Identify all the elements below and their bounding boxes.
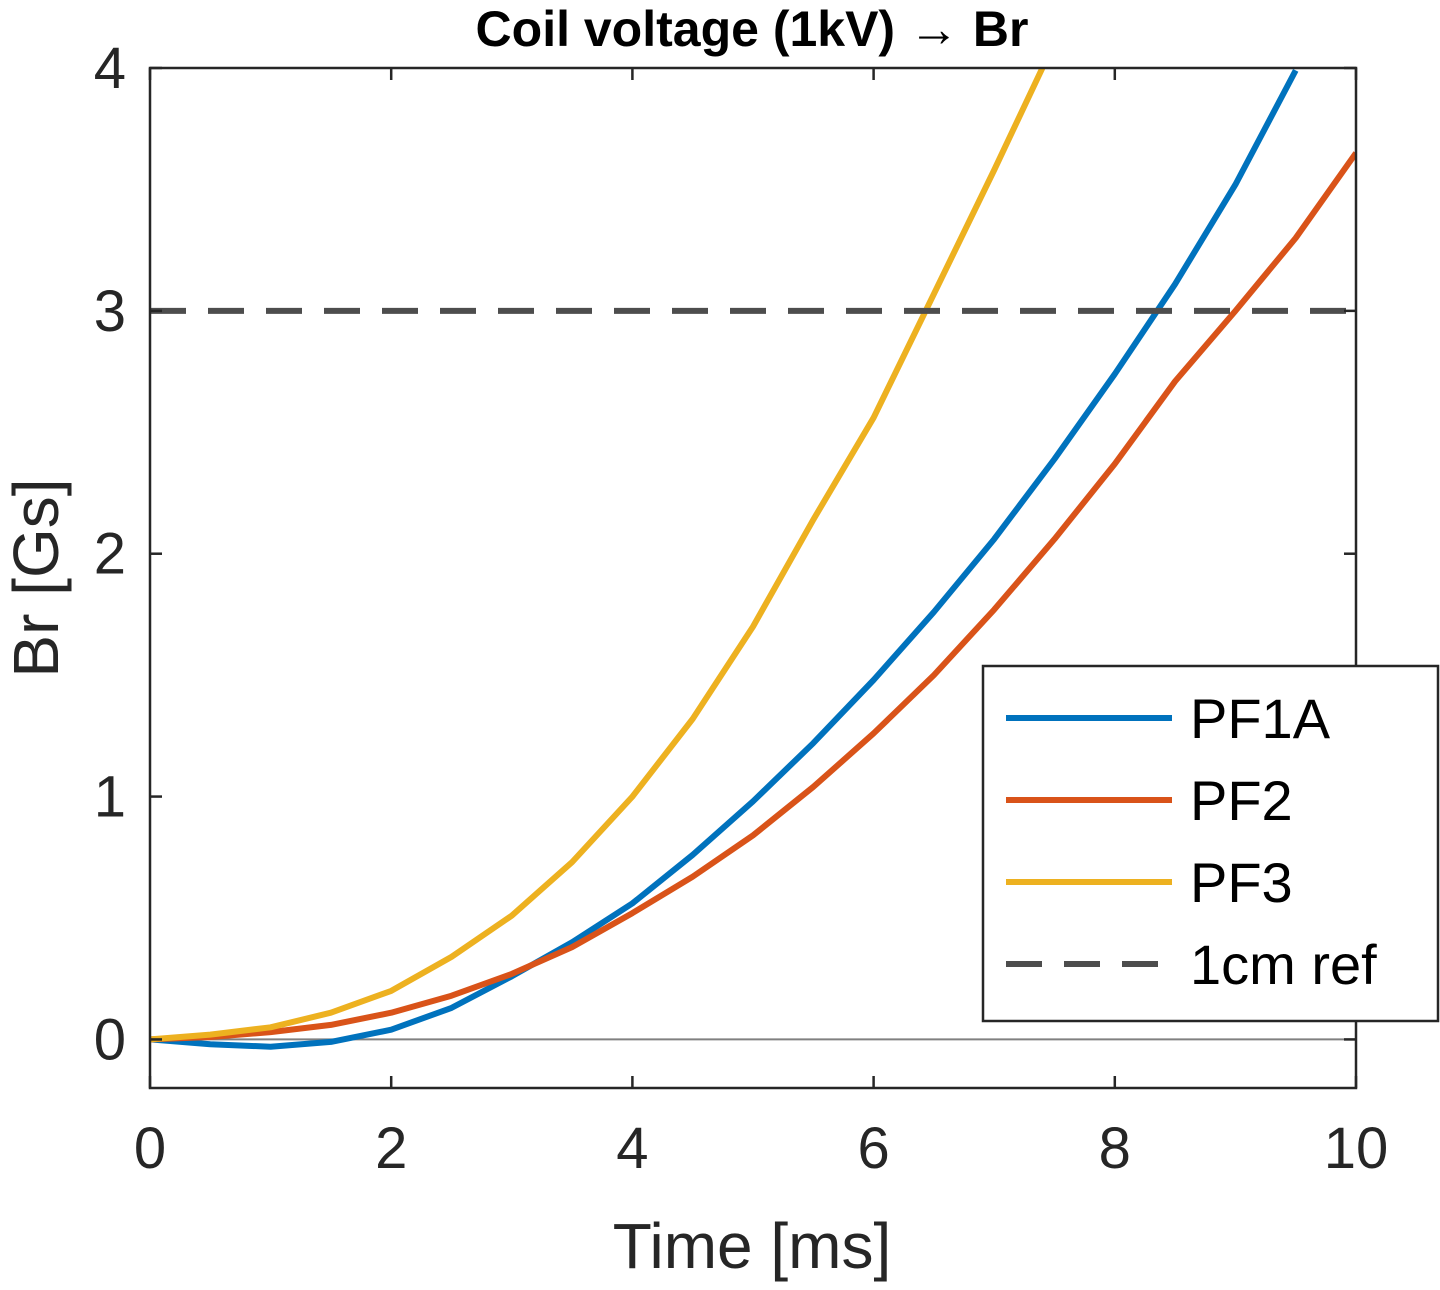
series-line-pf1a bbox=[150, 68, 1299, 1050]
chart-title: Coil voltage (1kV) → Br bbox=[476, 1, 1029, 57]
series-group bbox=[150, 68, 1356, 1050]
series-line-pf2 bbox=[150, 151, 1356, 1043]
legend-box bbox=[981, 664, 1440, 1023]
y-axis-ticks: 0 1 2 3 4 bbox=[94, 36, 1356, 1072]
legend-label: PF3 bbox=[1190, 851, 1293, 914]
y-axis-title: Br [Gs] bbox=[0, 478, 72, 677]
y-tick-label: 1 bbox=[94, 765, 126, 830]
legend-entries: PF1A PF2 PF3 1cm ref bbox=[1006, 687, 1377, 996]
legend-label: PF2 bbox=[1190, 769, 1293, 832]
legend: PF1A PF2 PF3 1cm ref bbox=[981, 664, 1440, 1023]
legend-label: 1cm ref bbox=[1190, 933, 1377, 996]
y-tick-label: 2 bbox=[94, 522, 126, 587]
x-tick-label: 0 bbox=[134, 1116, 166, 1181]
legend-label: PF1A bbox=[1190, 687, 1331, 750]
y-tick-label: 4 bbox=[94, 36, 126, 101]
x-tick-label: 6 bbox=[857, 1116, 889, 1181]
y-tick-label: 3 bbox=[94, 279, 126, 344]
series-line-pf3 bbox=[150, 68, 1046, 1043]
x-axis-ticks: 0 2 4 6 8 10 bbox=[134, 68, 1388, 1181]
y-tick-label: 0 bbox=[94, 1007, 126, 1072]
x-axis-title: Time [ms] bbox=[613, 1210, 892, 1282]
x-tick-label: 4 bbox=[616, 1116, 648, 1181]
x-tick-label: 10 bbox=[1324, 1116, 1389, 1181]
axes-box bbox=[148, 66, 1358, 1090]
x-tick-label: 2 bbox=[375, 1116, 407, 1181]
x-tick-label: 8 bbox=[1099, 1116, 1131, 1181]
